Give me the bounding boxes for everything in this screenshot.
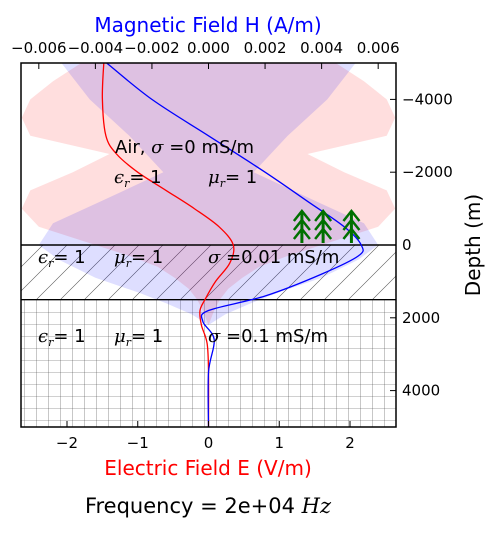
layer2-eps: ϵr= 1 — [38, 326, 86, 349]
x-tick-label: 1 — [274, 434, 284, 452]
e-field-line — [101, 63, 235, 427]
layer1-mu: μr= 1 — [114, 247, 163, 270]
top-axis-title: Magnetic Field H (A/m) — [94, 13, 321, 37]
tree-icon — [314, 208, 333, 243]
top-tick-label: −0.006 — [11, 39, 67, 57]
right-axis-title: Depth (m) — [461, 194, 485, 296]
air-label: Air, σ =0 mS/m — [115, 137, 254, 158]
x-tick-label: −2 — [56, 434, 78, 452]
h-field-line — [106, 63, 364, 427]
tree-icon — [292, 208, 311, 243]
chart-title: Frequency = 2e+04 Hz — [85, 494, 332, 518]
x-tick-label: 0 — [204, 434, 214, 452]
tree-icon — [342, 208, 361, 243]
plot-area — [21, 63, 396, 427]
top-axis-ticks: −0.006 −0.004 −0.002 0.000 0.002 0.004 0.006 — [11, 39, 400, 69]
y-tick-label: 2000 — [402, 309, 440, 327]
layer1-eps: ϵr= 1 — [38, 247, 86, 270]
tree-icon — [292, 208, 361, 243]
top-tick-label: −0.004 — [68, 39, 124, 57]
layer1-hatch — [21, 245, 396, 300]
x-tick-label: −1 — [127, 434, 149, 452]
top-tick-label: 0.000 — [187, 39, 230, 57]
y-tick-label: −4000 — [402, 90, 453, 108]
layer2-mu: μr= 1 — [114, 326, 163, 349]
layer1-sigma: σ =0.01 mS/m — [208, 247, 339, 268]
air-mu: μr= 1 — [208, 167, 257, 190]
y-tick-label: 4000 — [402, 382, 440, 400]
y-tick-label: 0 — [402, 236, 412, 254]
top-tick-label: 0.006 — [357, 39, 400, 57]
air-eps: ϵr= 1 — [114, 167, 162, 190]
top-tick-label: 0.002 — [244, 39, 287, 57]
layer2-sigma: σ =0.1 mS/m — [208, 326, 328, 347]
x-tick-label: 2 — [345, 434, 355, 452]
bottom-axis-title: Electric Field E (V/m) — [104, 456, 312, 480]
top-tick-label: 0.004 — [300, 39, 343, 57]
bottom-axis-ticks: −2 −1 0 1 2 — [56, 421, 355, 452]
right-axis-ticks: −4000 −2000 0 2000 4000 — [390, 90, 453, 400]
top-tick-label: −0.002 — [124, 39, 180, 57]
y-tick-label: −2000 — [402, 163, 453, 181]
